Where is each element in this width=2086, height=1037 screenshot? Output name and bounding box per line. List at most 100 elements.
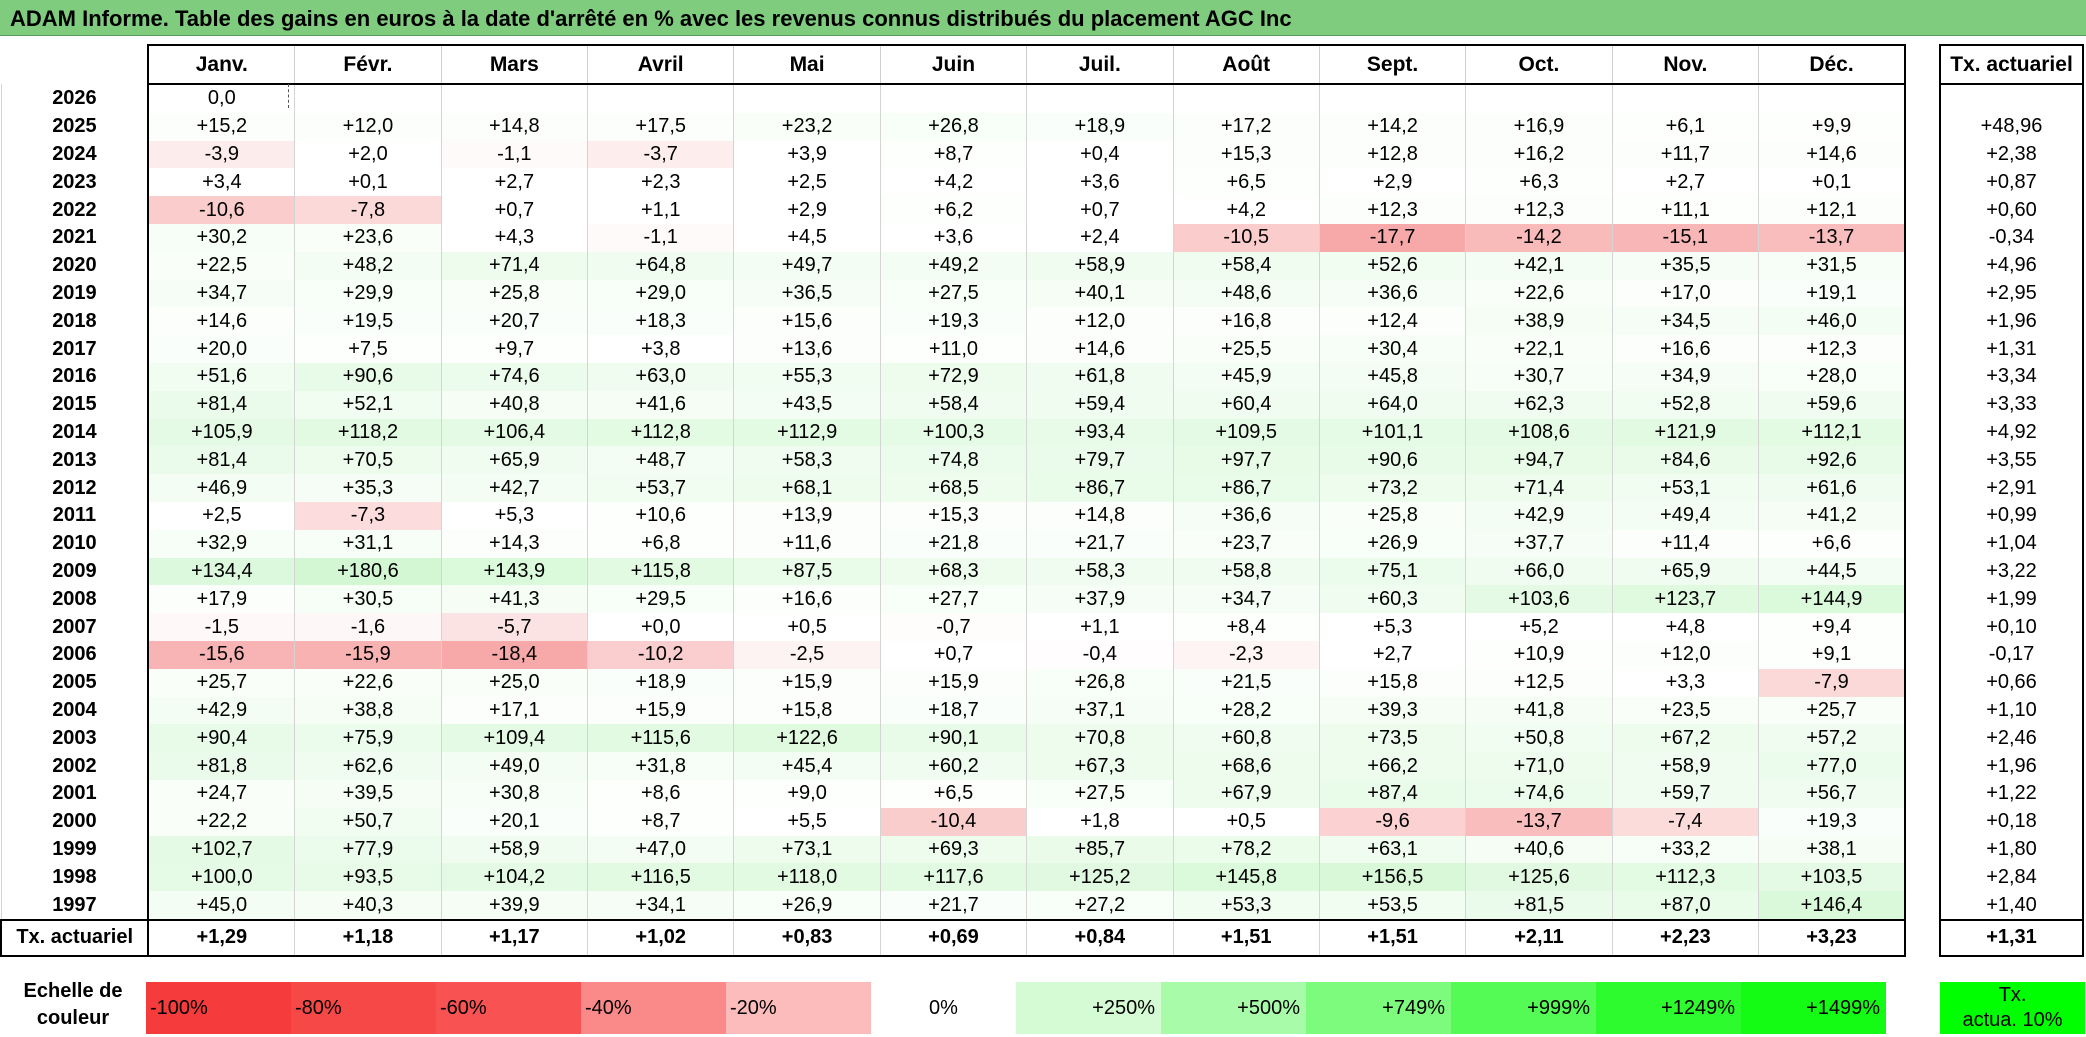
gain-cell[interactable]: +100,0 [147, 863, 295, 892]
gain-cell[interactable]: +17,0 [1611, 279, 1759, 308]
gain-cell[interactable]: +43,5 [733, 390, 881, 419]
gain-cell[interactable] [587, 84, 734, 113]
gain-cell[interactable]: +0,0 [587, 613, 734, 641]
gain-cell[interactable]: +50,8 [1465, 724, 1613, 753]
annual-rate-cell[interactable]: +0,60 [1939, 196, 2084, 224]
gain-cell[interactable]: +42,1 [1465, 251, 1613, 280]
footer-rate-cell[interactable]: +3,23 [1758, 918, 1907, 957]
gain-cell[interactable]: +74,8 [879, 446, 1027, 475]
annual-rate-cell[interactable]: +2,46 [1939, 724, 2084, 753]
gain-cell[interactable]: +11,0 [879, 335, 1027, 363]
footer-rate-cell[interactable]: +0,84 [1026, 918, 1174, 957]
gain-cell[interactable]: +118,2 [294, 418, 442, 447]
gain-cell[interactable]: +58,8 [1172, 557, 1320, 586]
gain-cell[interactable]: +92,6 [1758, 446, 1907, 475]
gain-cell[interactable]: +23,5 [1611, 696, 1759, 725]
gain-cell[interactable]: +12,8 [1318, 140, 1466, 169]
gain-cell[interactable]: +112,8 [587, 418, 734, 447]
gain-cell[interactable]: +116,5 [587, 863, 734, 892]
gain-cell[interactable]: +86,7 [1172, 474, 1320, 502]
gain-cell[interactable] [879, 84, 1027, 113]
gain-cell[interactable]: +20,7 [440, 307, 588, 336]
gain-cell[interactable]: +9,7 [440, 335, 588, 363]
gain-cell[interactable]: +65,9 [1611, 557, 1759, 586]
gain-cell[interactable]: -1,1 [440, 140, 588, 169]
gain-cell[interactable]: -14,2 [1465, 223, 1613, 252]
gain-cell[interactable]: +8,7 [587, 807, 734, 836]
gain-cell[interactable]: +22,2 [147, 807, 295, 836]
gain-cell[interactable]: +28,2 [1172, 696, 1320, 725]
gain-cell[interactable]: +15,9 [879, 668, 1027, 697]
gain-cell[interactable]: +79,7 [1026, 446, 1174, 475]
gain-cell[interactable] [1172, 84, 1320, 113]
gain-cell[interactable]: +7,5 [294, 335, 442, 363]
gain-cell[interactable]: +35,5 [1611, 251, 1759, 280]
annual-rate-cell[interactable]: +48,96 [1939, 112, 2084, 141]
gain-cell[interactable]: +15,9 [587, 696, 734, 725]
gain-cell[interactable]: +112,1 [1758, 418, 1907, 447]
gain-cell[interactable]: +34,5 [1611, 307, 1759, 336]
gain-cell[interactable]: +19,3 [1758, 807, 1907, 836]
footer-rate-cell[interactable]: +0,83 [733, 918, 881, 957]
gain-cell[interactable]: +30,4 [1318, 335, 1466, 363]
gain-cell[interactable]: +112,9 [733, 418, 881, 447]
gain-cell[interactable]: +156,5 [1318, 863, 1466, 892]
gain-cell[interactable]: +36,5 [733, 279, 881, 308]
annual-rate-cell[interactable]: -0,17 [1939, 640, 2084, 669]
gain-cell[interactable]: +33,2 [1611, 835, 1759, 864]
gain-cell[interactable]: +53,7 [587, 474, 734, 502]
footer-rate-cell[interactable]: +1,51 [1318, 918, 1466, 957]
gain-cell[interactable]: +34,7 [1172, 585, 1320, 614]
gain-cell[interactable]: +64,8 [587, 251, 734, 280]
gain-cell[interactable]: +87,4 [1318, 779, 1466, 808]
gain-cell[interactable]: +38,1 [1758, 835, 1907, 864]
gain-cell[interactable]: +71,0 [1465, 752, 1613, 780]
annual-rate-cell[interactable]: +4,96 [1939, 251, 2084, 280]
gain-cell[interactable]: +3,8 [587, 335, 734, 363]
footer-rate-cell[interactable]: +1,51 [1172, 918, 1320, 957]
gain-cell[interactable]: +21,8 [879, 529, 1027, 558]
gain-cell[interactable]: +11,6 [733, 529, 881, 558]
gain-cell[interactable]: +21,7 [1026, 529, 1174, 558]
gain-cell[interactable]: +40,8 [440, 390, 588, 419]
gain-cell[interactable]: +134,4 [147, 557, 295, 586]
gain-cell[interactable] [440, 84, 588, 113]
gain-cell[interactable]: +15,9 [733, 668, 881, 697]
gain-cell[interactable]: +0,1 [1758, 168, 1907, 197]
gain-cell[interactable]: +27,5 [879, 279, 1027, 308]
gain-cell[interactable]: +12,3 [1758, 335, 1907, 363]
gain-cell[interactable]: +5,5 [733, 807, 881, 836]
gain-cell[interactable]: +14,8 [1026, 501, 1174, 530]
gain-cell[interactable]: +16,2 [1465, 140, 1613, 169]
gain-cell[interactable]: -3,7 [587, 140, 734, 169]
gain-cell[interactable]: +0,1 [294, 168, 442, 197]
annual-rate-cell[interactable]: +1,99 [1939, 585, 2084, 614]
gain-cell[interactable]: +101,1 [1318, 418, 1466, 447]
gain-cell[interactable]: +34,9 [1611, 362, 1759, 391]
gain-cell[interactable]: +6,3 [1465, 168, 1613, 197]
gain-cell[interactable]: +45,0 [147, 891, 295, 921]
gain-cell[interactable]: +59,6 [1758, 390, 1907, 419]
gain-cell[interactable]: +31,5 [1758, 251, 1907, 280]
gain-cell[interactable]: +180,6 [294, 557, 442, 586]
gain-cell[interactable]: +25,8 [440, 279, 588, 308]
gain-cell[interactable]: +60,4 [1172, 390, 1320, 419]
gain-cell[interactable]: -10,6 [147, 196, 295, 224]
gain-cell[interactable]: -9,6 [1318, 807, 1466, 836]
gain-cell[interactable]: +39,5 [294, 779, 442, 808]
gain-cell[interactable]: -15,1 [1611, 223, 1759, 252]
gain-cell[interactable]: +12,0 [294, 112, 442, 141]
gain-cell[interactable]: +58,3 [733, 446, 881, 475]
gain-cell[interactable]: +39,9 [440, 891, 588, 921]
gain-cell[interactable]: +3,9 [733, 140, 881, 169]
gain-cell[interactable]: +30,5 [294, 585, 442, 614]
gain-cell[interactable]: +81,4 [147, 390, 295, 419]
annual-rate-cell[interactable]: +2,38 [1939, 140, 2084, 169]
gain-cell[interactable]: +0,7 [440, 196, 588, 224]
gain-cell[interactable] [1758, 84, 1907, 113]
gain-cell[interactable]: +60,3 [1318, 585, 1466, 614]
gain-cell[interactable]: +27,2 [1026, 891, 1174, 921]
gain-cell[interactable]: +41,8 [1465, 696, 1613, 725]
gain-cell[interactable]: +18,3 [587, 307, 734, 336]
gain-cell[interactable]: +52,8 [1611, 390, 1759, 419]
